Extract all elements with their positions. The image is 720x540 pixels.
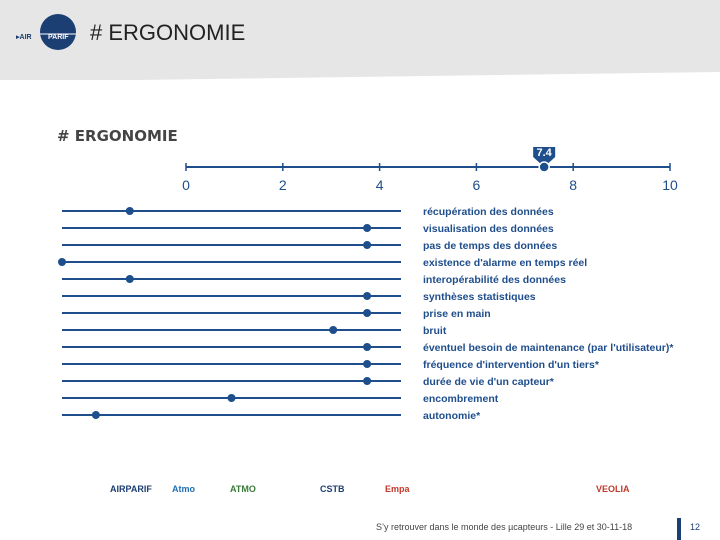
ergonomics-chart: 0 2 4 6 8 10 7.4 récupération des données visual… xyxy=(58,147,678,422)
criterion-dot xyxy=(363,241,372,249)
partner-logo-airparif: AIRPARIF xyxy=(110,484,152,494)
average-marker-label: 7.4 xyxy=(537,147,553,159)
criterion-label: encombrement xyxy=(423,393,499,405)
criterion-dot xyxy=(227,394,236,402)
criterion-label: visualisation des données xyxy=(423,223,554,235)
partner-logo-atmo: Atmo xyxy=(172,484,195,494)
criterion-dot xyxy=(363,309,372,317)
page-number: 12 xyxy=(690,522,701,532)
criterion-dot xyxy=(125,275,134,283)
axis-tick-label: 0 xyxy=(182,177,190,193)
axis-tick-label: 6 xyxy=(473,177,481,193)
partner-logo-atmo-2: ATMO xyxy=(230,484,256,494)
section-title: # ERGONOMIE xyxy=(57,127,178,145)
criterion-label: éventuel besoin de maintenance (par l'ut… xyxy=(423,342,674,354)
criterion-dot xyxy=(363,224,372,232)
criterion-dot xyxy=(363,343,372,351)
axis-tick-label: 4 xyxy=(376,177,384,193)
footer-text: S’y retrouver dans le monde des µcapteur… xyxy=(376,522,633,532)
criterion-label: existence d'alarme en temps réel xyxy=(423,257,587,269)
axis-tick-label: 8 xyxy=(569,177,577,193)
average-marker-dot xyxy=(538,161,550,173)
svg-text:PARIF: PARIF xyxy=(48,34,69,41)
partner-logo-veolia: VEOLIA xyxy=(596,484,630,494)
criterion-label: fréquence d'intervention d'un tiers* xyxy=(423,359,600,371)
criterion-dot xyxy=(363,292,372,300)
criterion-label: prise en main xyxy=(423,308,491,320)
partner-logo-cstb: CSTB xyxy=(320,484,345,494)
criterion-dot xyxy=(329,326,338,334)
criterion-dot xyxy=(91,411,100,419)
axis-tick-label: 10 xyxy=(662,177,678,193)
criterion-label: bruit xyxy=(423,325,447,337)
criterion-label: durée de vie d'un capteur* xyxy=(423,376,555,388)
footer-bar xyxy=(360,518,720,540)
average-marker xyxy=(533,147,556,167)
criterion-dot xyxy=(125,207,134,215)
header-band xyxy=(0,0,720,80)
criterion-dot xyxy=(58,258,66,266)
criterion-label: autonomie* xyxy=(423,410,481,422)
criterion-label: pas de temps des données xyxy=(423,240,557,252)
criterion-label: synthèses statistiques xyxy=(423,291,536,303)
airparif-logo: PARIF ▸AIR xyxy=(16,14,76,50)
svg-text:▸AIR: ▸AIR xyxy=(16,34,32,41)
axis-tick-label: 2 xyxy=(279,177,287,193)
criterion-label: récupération des données xyxy=(423,206,554,218)
criterion-dot xyxy=(363,377,372,385)
footer-separator xyxy=(677,518,681,540)
slide-title: # ERGONOMIE xyxy=(90,20,246,45)
criterion-label: interopérabilité des données xyxy=(423,274,566,286)
criterion-dot xyxy=(363,360,372,368)
partner-logos: AIRPARIF Atmo ATMO CSTB Empa VEOLIA xyxy=(100,478,660,512)
partner-logo-empa: Empa xyxy=(385,484,410,494)
